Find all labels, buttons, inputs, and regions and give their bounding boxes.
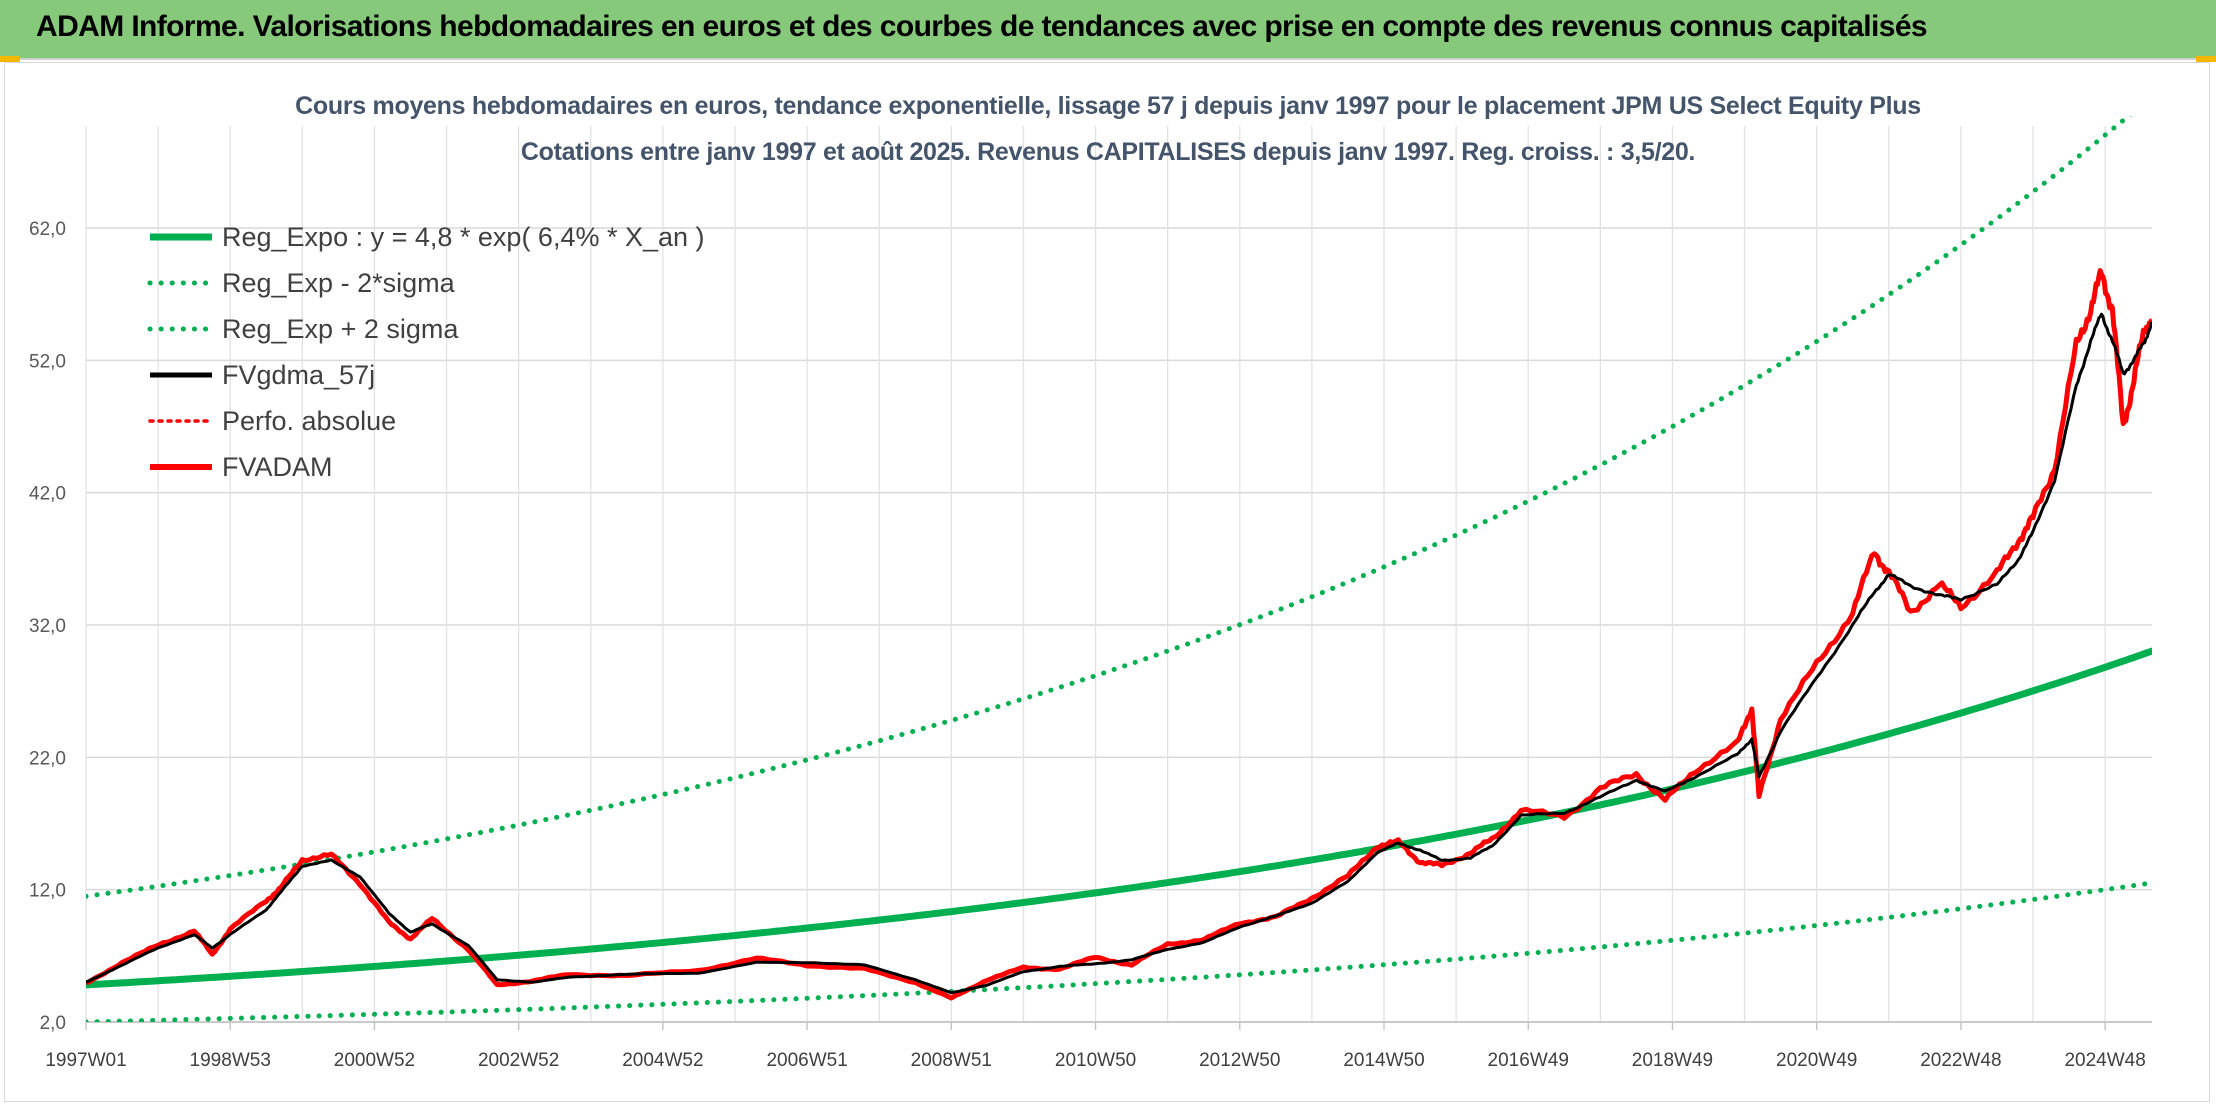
series-line-6 [86,268,2152,1001]
chart-series [86,116,2152,1022]
chart-title: Cours moyens hebdomadaires en euros, ten… [295,92,1921,120]
y-tick-label: 32,0 [29,616,66,637]
legend-label: Reg_Exp - 2*sigma [222,268,456,298]
corner-accent-right [2196,56,2216,62]
x-axis-ticks: 1997W01 1998W53 2000W52 2002W52 2004W52 2006W… [45,1021,2152,1071]
series-line-2 [86,880,2152,1022]
x-tick-label: 2024W48 [2064,1050,2145,1071]
chart-subtitle: Cotations entre janv 1997 et août 2025. … [520,138,1696,166]
y-tick-label: 2,0 [40,1013,66,1034]
x-tick-label: 2000W52 [334,1050,415,1071]
y-tick-label: 12,0 [29,881,66,902]
y-tick-label: 22,0 [29,748,66,769]
report-banner: ADAM Informe. Valorisations hebdomadaire… [0,0,2216,60]
x-tick-label: 1998W53 [190,1050,271,1071]
chart-frame [4,62,2210,1102]
legend-label: FVADAM [222,452,333,482]
x-tick-label: 1997W01 [45,1050,126,1071]
series-line-1 [86,647,2152,989]
report-title: ADAM Informe. Valorisations hebdomadaire… [36,10,1928,43]
legend-label: Reg_Expo : y = 4,8 * exp( 6,4% * X_an ) [222,222,705,252]
legend-label: Perfo. absolue [222,406,396,436]
series-line-4 [86,312,2152,995]
x-tick-label: 2016W49 [1488,1050,1569,1071]
x-tick-label: 2012W50 [1199,1050,1280,1071]
x-tick-label: 2014W50 [1343,1050,1424,1071]
y-tick-label: 42,0 [29,484,66,505]
x-tick-label: 2018W49 [1632,1050,1713,1071]
legend-label: FVgdma_57j [222,360,375,390]
series-line-3 [86,116,2133,899]
y-tick-label: 52,0 [29,351,66,372]
x-tick-label: 2008W51 [911,1050,992,1071]
chart-legend: Reg_Expo : y = 4,8 * exp( 6,4% * X_an ) R… [147,222,705,482]
legend-label: Reg_Exp + 2 sigma [222,314,459,344]
x-tick-label: 2022W48 [1920,1050,2001,1071]
x-tick-label: 2020W49 [1776,1050,1857,1071]
x-tick-label: 2006W51 [766,1050,847,1071]
x-tick-label: 2010W50 [1055,1050,1136,1071]
x-tick-label: 2002W52 [478,1050,559,1071]
y-axis-ticks: 2,0 12,0 22,0 32,0 42,0 52,0 62,0 [29,219,66,1034]
corner-accent-left [0,56,20,62]
x-tick-label: 2004W52 [622,1050,703,1071]
y-tick-label: 62,0 [29,219,66,240]
